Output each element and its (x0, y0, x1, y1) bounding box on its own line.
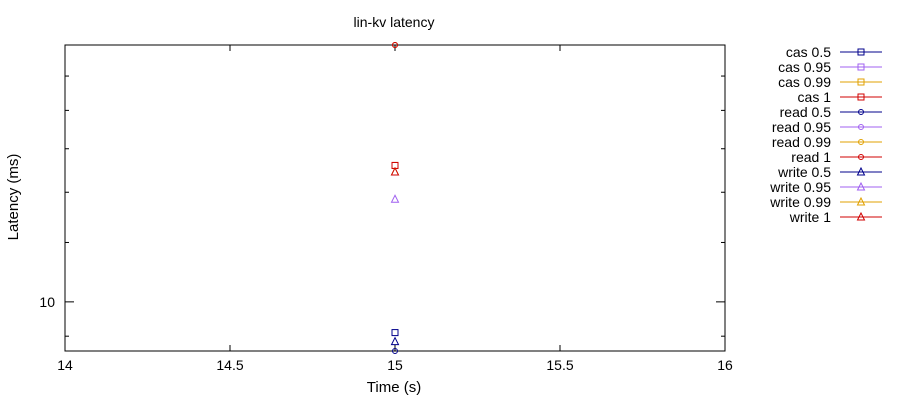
x-tick-label-3: 15.5 (546, 357, 573, 373)
chart-title: lin-kv latency (354, 14, 435, 30)
y-axis-label: Latency (ms) (5, 154, 22, 241)
point-write-0-95-0 (390, 194, 400, 203)
legend-label-1: cas 0.95 (778, 59, 831, 75)
data-points (390, 42, 400, 354)
legend-marker-0 (857, 48, 865, 56)
plot-frame (64, 44, 726, 352)
legend-marker-11 (856, 211, 866, 221)
legend-marker-5 (858, 124, 864, 130)
x-tick-label-2: 15 (387, 357, 403, 373)
legend-label-3: cas 1 (798, 89, 832, 105)
x-tick-label-1: 14.5 (216, 357, 243, 373)
axis-ticks: 14 14.5 15 15.5 16 10 (39, 45, 733, 373)
x-axis-label: Time (s) (367, 379, 421, 396)
legend-marker-9 (856, 181, 866, 191)
point-write-0-5-0 (390, 336, 400, 346)
legend-marker-8 (856, 166, 866, 176)
legend-marker-6 (858, 139, 864, 145)
point-write-1-0 (390, 166, 400, 176)
legend-label-5: read 0.95 (772, 119, 831, 135)
x-tick-label-0: 14 (57, 357, 73, 373)
x-tick-label-4: 16 (717, 357, 733, 373)
point-read-1-0 (392, 42, 398, 48)
legend-label-6: read 0.99 (772, 134, 831, 150)
legend-label-7: read 1 (791, 149, 831, 165)
legend-label-8: write 0.5 (777, 164, 831, 180)
point-read-0-5-0 (392, 348, 398, 354)
legend-marker-1 (857, 63, 865, 71)
legend-label-2: cas 0.99 (778, 74, 831, 90)
legend-marker-2 (857, 78, 865, 86)
legend-label-4: read 0.5 (780, 104, 832, 120)
legend-label-9: write 0.95 (769, 179, 831, 195)
legend-marker-7 (858, 154, 864, 160)
legend-marker-10 (856, 196, 866, 206)
legend-label-11: write 1 (789, 209, 831, 225)
y-tick-label-0: 10 (39, 294, 55, 310)
legend-label-0: cas 0.5 (786, 44, 831, 60)
legend-label-10: write 0.99 (769, 194, 831, 210)
point-cas-0-5-0 (391, 329, 399, 337)
legend-marker-4 (858, 109, 864, 115)
legend-marker-3 (857, 93, 865, 101)
